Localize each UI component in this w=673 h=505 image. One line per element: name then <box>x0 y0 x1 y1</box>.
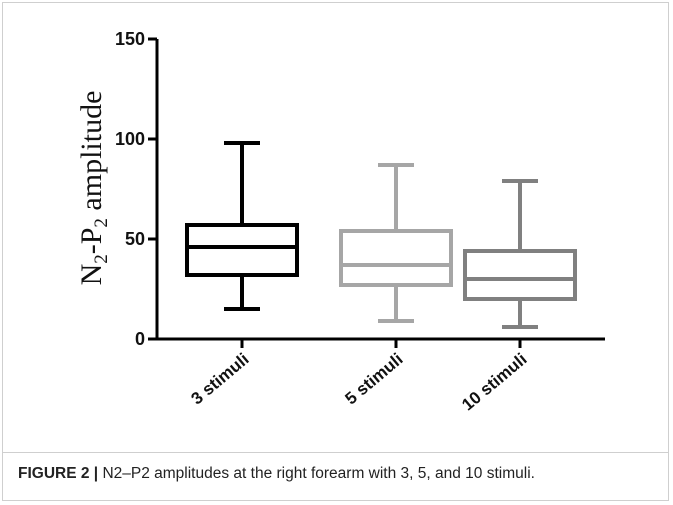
figure-caption: FIGURE 2 | N2–P2 amplitudes at the right… <box>18 465 658 483</box>
y-axis-label-sub2: 2 <box>91 218 112 228</box>
y-axis-label-n: N <box>75 264 108 286</box>
y-axis-label-rest: amplitude <box>75 91 108 218</box>
axes: 0 50 100 150 3 stimuli 5 stimuli 10 stimuli <box>115 29 605 414</box>
x-tick-label: 10 stimuli <box>458 350 530 415</box>
x-tick-label: 5 stimuli <box>342 350 407 409</box>
box-1 <box>185 141 299 311</box>
box-3 <box>463 179 577 329</box>
caption-label: FIGURE 2 | <box>18 465 99 482</box>
box-2 <box>339 163 453 323</box>
caption-text: N2–P2 amplitudes at the right forearm wi… <box>98 465 535 482</box>
y-axis-label-p: -P <box>75 228 108 255</box>
boxes <box>185 141 577 329</box>
y-tick-label: 150 <box>115 29 145 49</box>
y-axis-label: N2-P2 amplitude <box>75 91 112 286</box>
y-tick-label: 50 <box>125 229 145 249</box>
caption-divider <box>2 452 669 453</box>
box-iqr <box>185 223 299 277</box>
box-iqr <box>339 229 453 287</box>
y-tick-label: 100 <box>115 129 145 149</box>
x-tick-label: 3 stimuli <box>188 350 253 409</box>
box-iqr <box>463 249 577 301</box>
y-tick-label: 0 <box>135 329 145 349</box>
y-axis-label-sub1: 2 <box>91 254 112 264</box>
